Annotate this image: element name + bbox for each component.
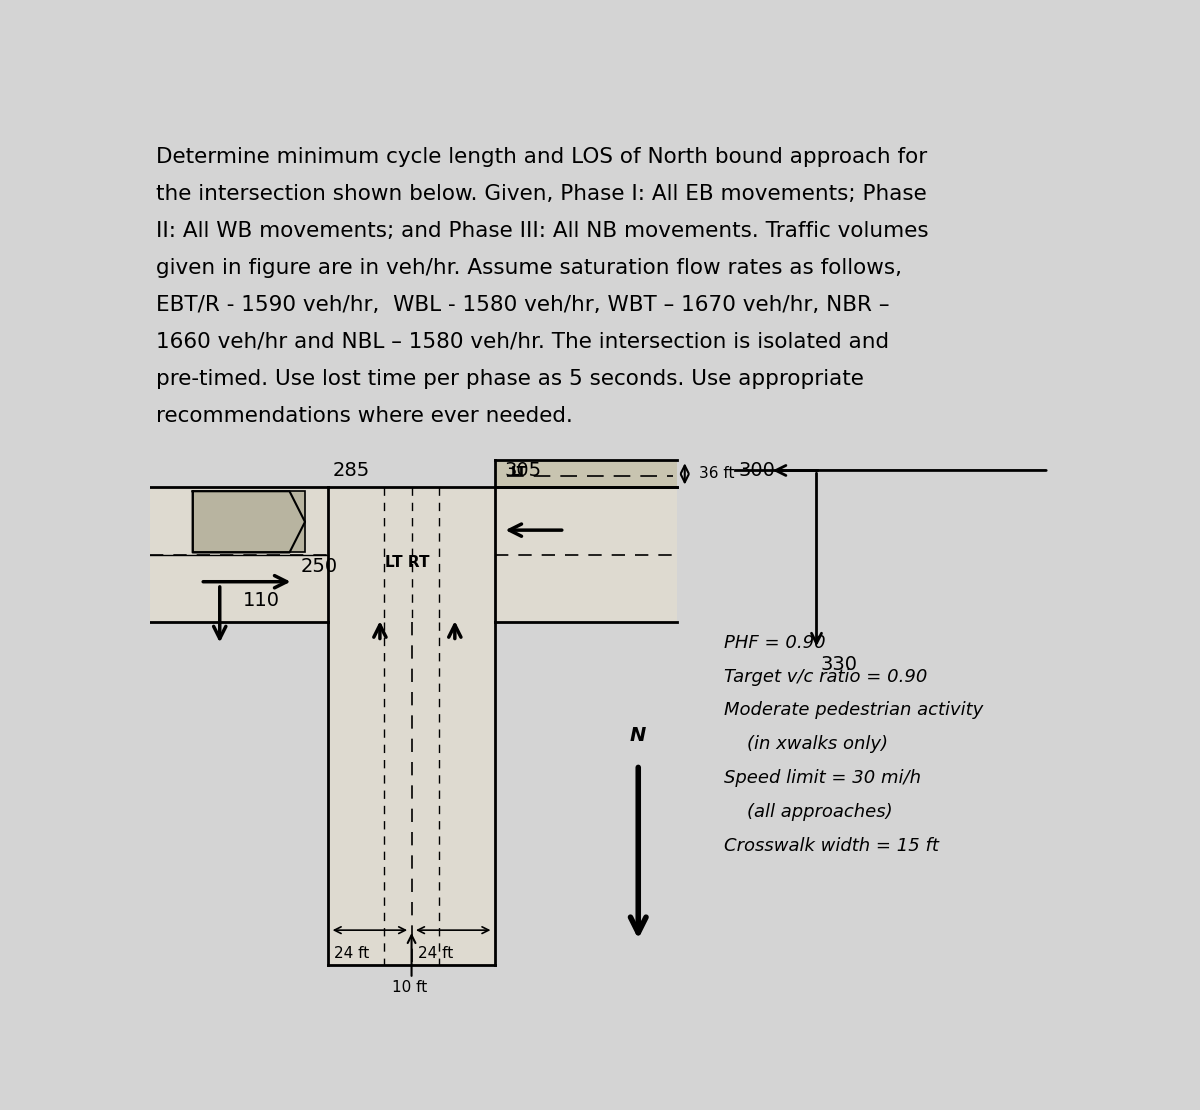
- Text: Speed limit = 30 mi/h: Speed limit = 30 mi/h: [724, 769, 920, 787]
- Text: (in xwalks only): (in xwalks only): [724, 735, 888, 754]
- Text: 24 ft: 24 ft: [335, 946, 370, 960]
- Text: Moderate pedestrian activity: Moderate pedestrian activity: [724, 702, 983, 719]
- Text: 10 ft: 10 ft: [392, 980, 427, 996]
- Bar: [150, 487, 329, 622]
- Text: 305: 305: [504, 461, 541, 480]
- Text: Crosswalk width = 15 ft: Crosswalk width = 15 ft: [724, 837, 938, 855]
- Text: 1660 veh/hr and NBL – 1580 veh/hr. The intersection is isolated and: 1660 veh/hr and NBL – 1580 veh/hr. The i…: [156, 332, 889, 352]
- Text: 24 ft: 24 ft: [418, 946, 454, 960]
- Text: 300: 300: [739, 461, 776, 480]
- Text: II: All WB movements; and Phase III: All NB movements. Traffic volumes: II: All WB movements; and Phase III: All…: [156, 221, 929, 241]
- Text: 36 ft: 36 ft: [698, 466, 734, 482]
- Bar: [494, 487, 677, 622]
- Text: Target v/c ratio = 0.90: Target v/c ratio = 0.90: [724, 667, 926, 686]
- Text: Determine minimum cycle length and LOS of North bound approach for: Determine minimum cycle length and LOS o…: [156, 147, 928, 168]
- Text: 110: 110: [242, 592, 280, 610]
- Text: (all approaches): (all approaches): [724, 804, 892, 821]
- Text: PHF = 0.90: PHF = 0.90: [724, 634, 826, 652]
- Text: recommendations where ever needed.: recommendations where ever needed.: [156, 406, 574, 426]
- Bar: [494, 461, 677, 487]
- Text: EBT/R - 1590 veh/hr,  WBL - 1580 veh/hr, WBT – 1670 veh/hr, NBR –: EBT/R - 1590 veh/hr, WBL - 1580 veh/hr, …: [156, 295, 889, 315]
- Bar: [193, 492, 305, 553]
- Text: 285: 285: [332, 461, 370, 480]
- Text: LT: LT: [510, 465, 527, 480]
- Text: N: N: [630, 726, 647, 745]
- Text: the intersection shown below. Given, Phase I: All EB movements; Phase: the intersection shown below. Given, Pha…: [156, 184, 926, 204]
- Bar: [329, 487, 494, 622]
- Text: given in figure are in veh/hr. Assume saturation flow rates as follows,: given in figure are in veh/hr. Assume sa…: [156, 258, 902, 278]
- Text: 250: 250: [301, 557, 338, 576]
- Text: LT RT: LT RT: [385, 555, 430, 569]
- Text: 330: 330: [821, 655, 857, 674]
- Bar: [329, 622, 494, 965]
- Text: pre-timed. Use lost time per phase as 5 seconds. Use appropriate: pre-timed. Use lost time per phase as 5 …: [156, 369, 864, 388]
